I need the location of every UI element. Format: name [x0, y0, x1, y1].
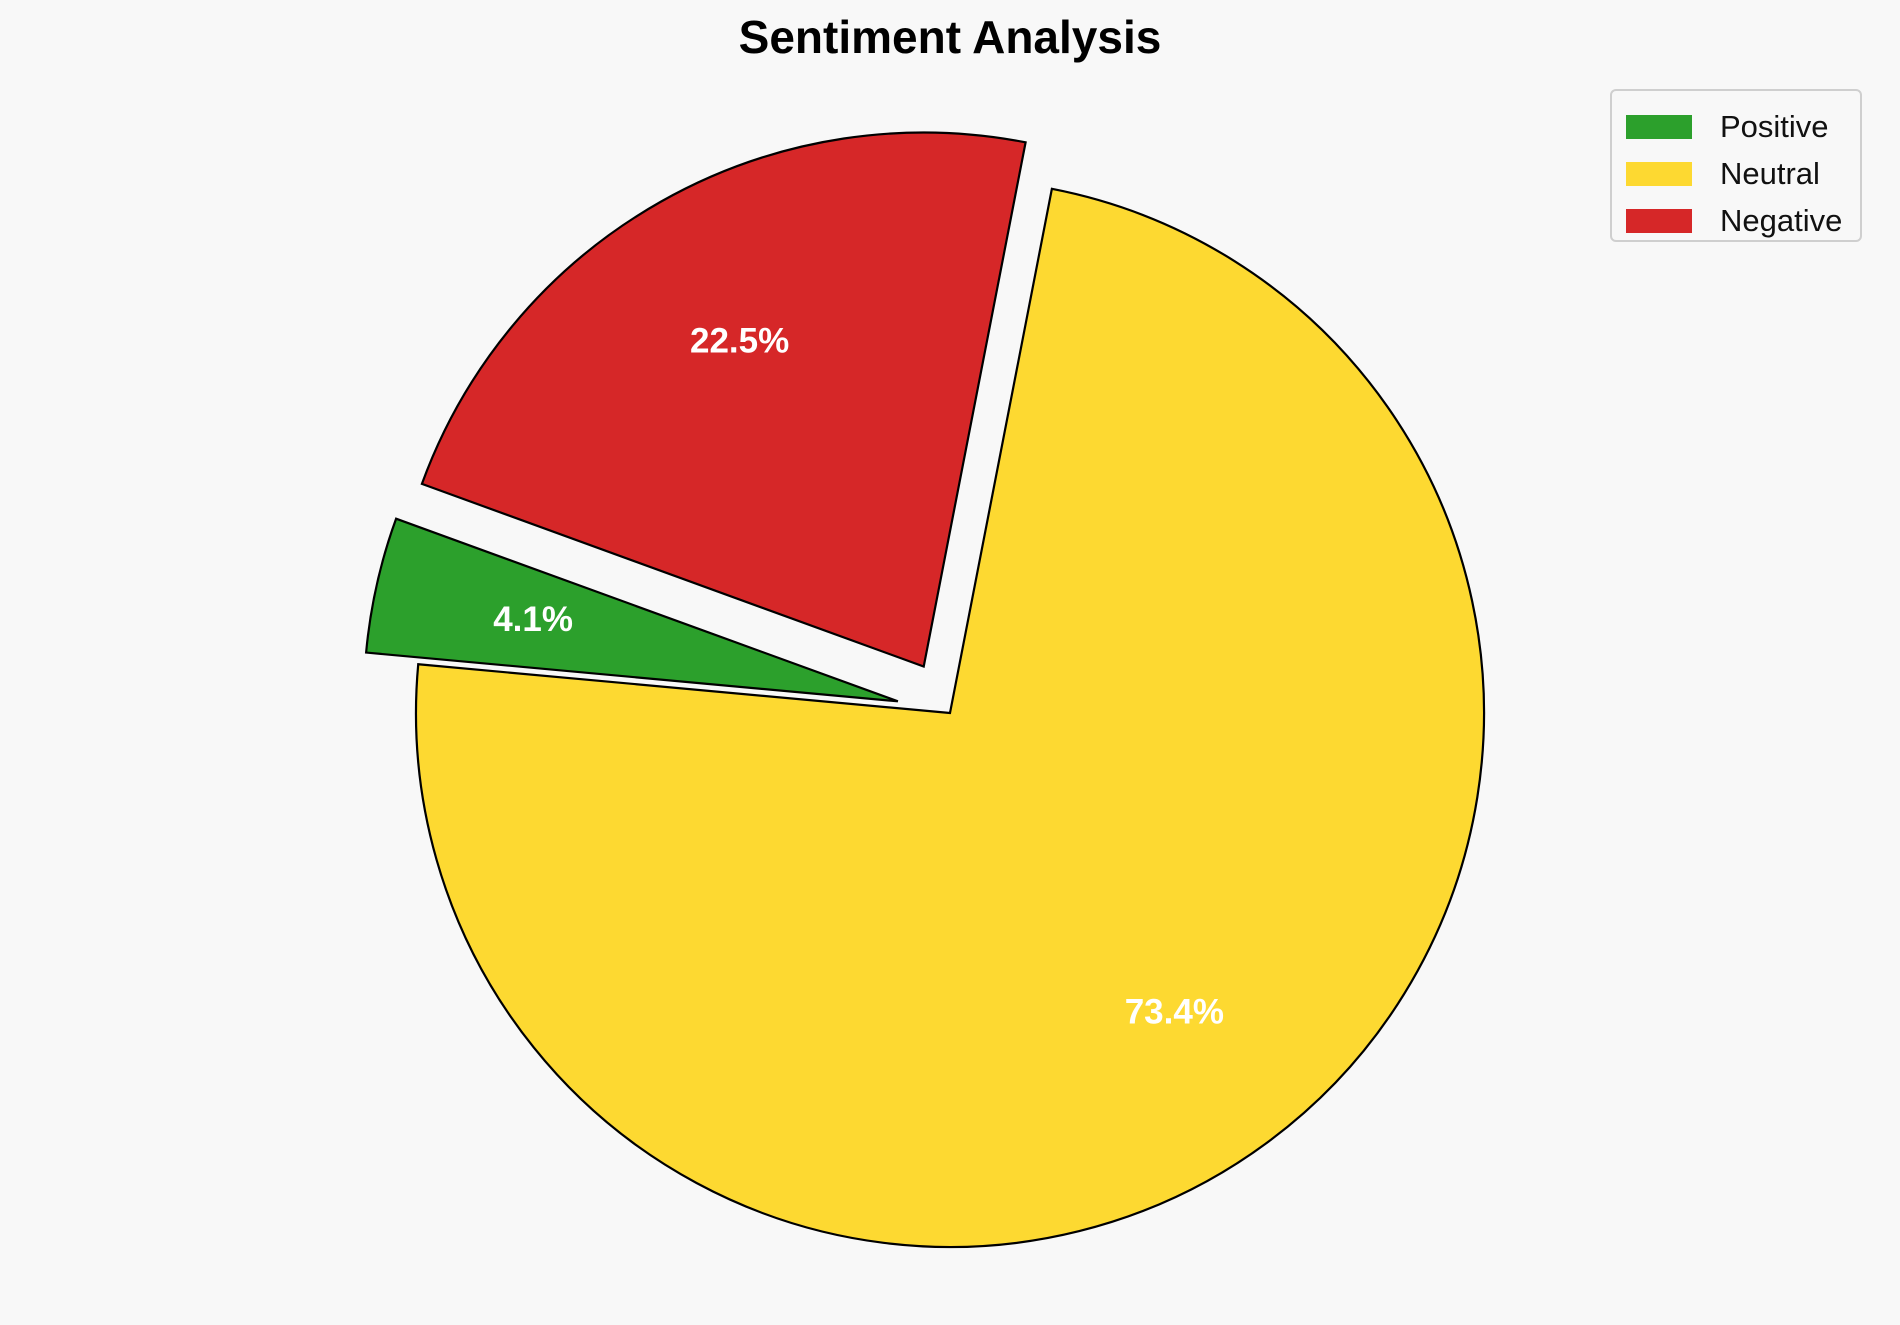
slice-label-positive: 4.1% — [493, 600, 573, 639]
legend-item-positive: Positive — [1626, 103, 1860, 150]
legend-item-neutral: Neutral — [1626, 150, 1860, 197]
legend-swatch-negative — [1626, 208, 1692, 233]
pie-slice-neutral — [414, 187, 1486, 1249]
slice-label-neutral: 73.4% — [1125, 993, 1224, 1032]
slice-label-negative: 22.5% — [690, 322, 789, 361]
legend-swatch-neutral — [1626, 161, 1692, 186]
legend-item-negative: Negative — [1626, 197, 1860, 244]
pie-slice-negative — [420, 131, 1027, 668]
legend-label-positive: Positive — [1720, 108, 1829, 144]
legend-label-negative: Negative — [1720, 202, 1843, 238]
legend-label-neutral: Neutral — [1720, 155, 1820, 191]
pie-slice-positive — [364, 517, 899, 703]
legend: Positive Neutral Negative — [1610, 89, 1862, 242]
chart-title: Sentiment Analysis — [738, 11, 1162, 63]
legend-swatch-positive — [1626, 114, 1692, 139]
